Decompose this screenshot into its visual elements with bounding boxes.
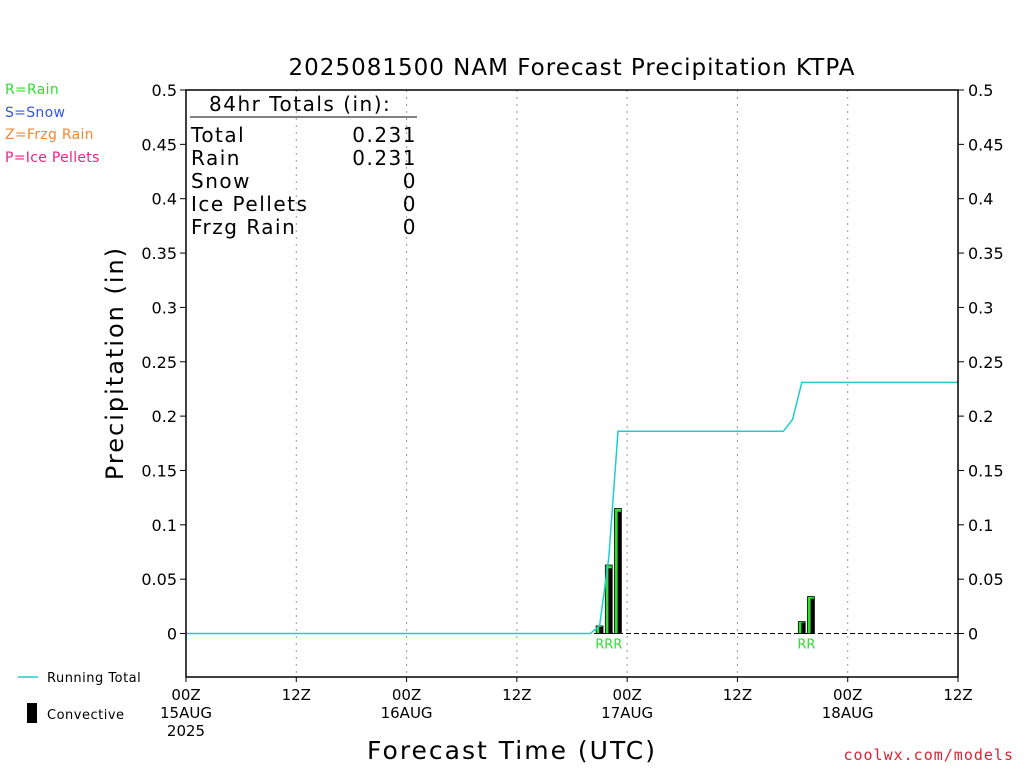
convective-bar: [617, 511, 622, 634]
legend-snow: S=Snow: [5, 105, 66, 121]
y-tick-label-left: 0.15: [141, 461, 177, 480]
totals-row-label: Ice Pellets: [191, 192, 308, 216]
y-tick-label-right: 0.05: [968, 570, 1004, 589]
x-tick-label: 00Z: [612, 686, 641, 704]
x-tick-label: 18AUG: [822, 704, 874, 722]
y-tick-label-left: 0.05: [141, 570, 177, 589]
convective-bar: [599, 626, 604, 634]
totals-header: 84hr Totals (in):: [209, 92, 391, 116]
x-tick-label: 2025: [167, 722, 205, 740]
y-tick-label-left: 0.5: [152, 81, 177, 100]
y-tick-label-left: 0: [167, 625, 177, 644]
y-tick-label-left: 0.2: [152, 407, 177, 426]
y-tick-label-left: 0.25: [141, 353, 177, 372]
totals-row-label: Total: [190, 123, 245, 147]
y-tick-label-right: 0: [968, 625, 978, 644]
y-tick-label-left: 0.45: [141, 135, 177, 154]
precip-type-label: RR: [797, 638, 815, 653]
y-tick-label-right: 0.25: [968, 353, 1004, 372]
axes: [18, 89, 964, 723]
chart-title: 2025081500 NAM Forecast Precipitation KT…: [289, 55, 856, 81]
totals-row-value: 0.231: [352, 123, 417, 147]
y-tick-label-right: 0.15: [968, 461, 1004, 480]
legend-ice-pellets: P=Ice Pellets: [5, 150, 100, 166]
y-axis-label: Precipitation (in): [101, 246, 129, 480]
x-tick-label: 00Z: [392, 686, 421, 704]
y-tick-label-right: 0.35: [968, 244, 1004, 263]
x-tick-label: 12Z: [943, 686, 972, 704]
convective-bar: [810, 598, 815, 634]
credit-text[interactable]: coolwx.com/models: [843, 746, 1014, 764]
y-tick-label-right: 0.5: [968, 81, 993, 100]
totals-row-value: 0: [403, 169, 417, 193]
precip-type-label: RRR: [595, 638, 622, 653]
running-total-series: [186, 381, 958, 635]
x-tick-label: 12Z: [723, 686, 752, 704]
totals-row-label: Rain: [191, 146, 241, 170]
totals-row-value: 0.231: [352, 146, 417, 170]
legend-rain: R=Rain: [5, 82, 60, 98]
convective-legend-label: Convective: [47, 708, 125, 723]
totals-row-label: Snow: [191, 169, 251, 193]
chart-text: 0 00.05 0.050.1 0.10.15 0.150.2 0.20.25 0.250.…: [47, 55, 1004, 765]
plot-frame: [185, 89, 959, 678]
convective-bar: [801, 622, 806, 634]
y-tick-label-right: 0.1: [968, 516, 993, 535]
totals-row-value: 0: [403, 192, 417, 216]
convective-bar: [608, 568, 613, 634]
y-tick-label-right: 0.2: [968, 407, 993, 426]
y-tick-label-left: 0.35: [141, 244, 177, 263]
convective-legend-swatch: [27, 703, 37, 723]
x-tick-label: 15AUG: [160, 704, 212, 722]
precip-bars: [595, 508, 815, 634]
y-tick-label-left: 0.3: [152, 298, 177, 317]
x-tick-label: 00Z: [171, 686, 200, 704]
y-tick-label-right: 0.3: [968, 298, 993, 317]
x-tick-label: 12Z: [282, 686, 311, 704]
x-axis-label: Forecast Time (UTC): [367, 736, 657, 765]
x-tick-label: 00Z: [833, 686, 862, 704]
y-tick-label-right: 0.4: [968, 190, 993, 209]
totals-row-label: Frzg Rain: [191, 215, 296, 239]
running-total-line: [186, 381, 958, 635]
y-tick-label-right: 0.45: [968, 135, 1004, 154]
totals-row-value: 0: [403, 215, 417, 239]
x-tick-label: 12Z: [502, 686, 531, 704]
legend-frzg-rain: Z=Frzg Rain: [5, 127, 94, 143]
y-tick-label-left: 0.4: [152, 190, 177, 209]
gridlines: [186, 90, 958, 677]
x-tick-label: 16AUG: [381, 704, 433, 722]
x-tick-label: 17AUG: [601, 704, 653, 722]
y-tick-label-left: 0.1: [152, 516, 177, 535]
running-total-legend-label: Running Total: [47, 671, 141, 686]
